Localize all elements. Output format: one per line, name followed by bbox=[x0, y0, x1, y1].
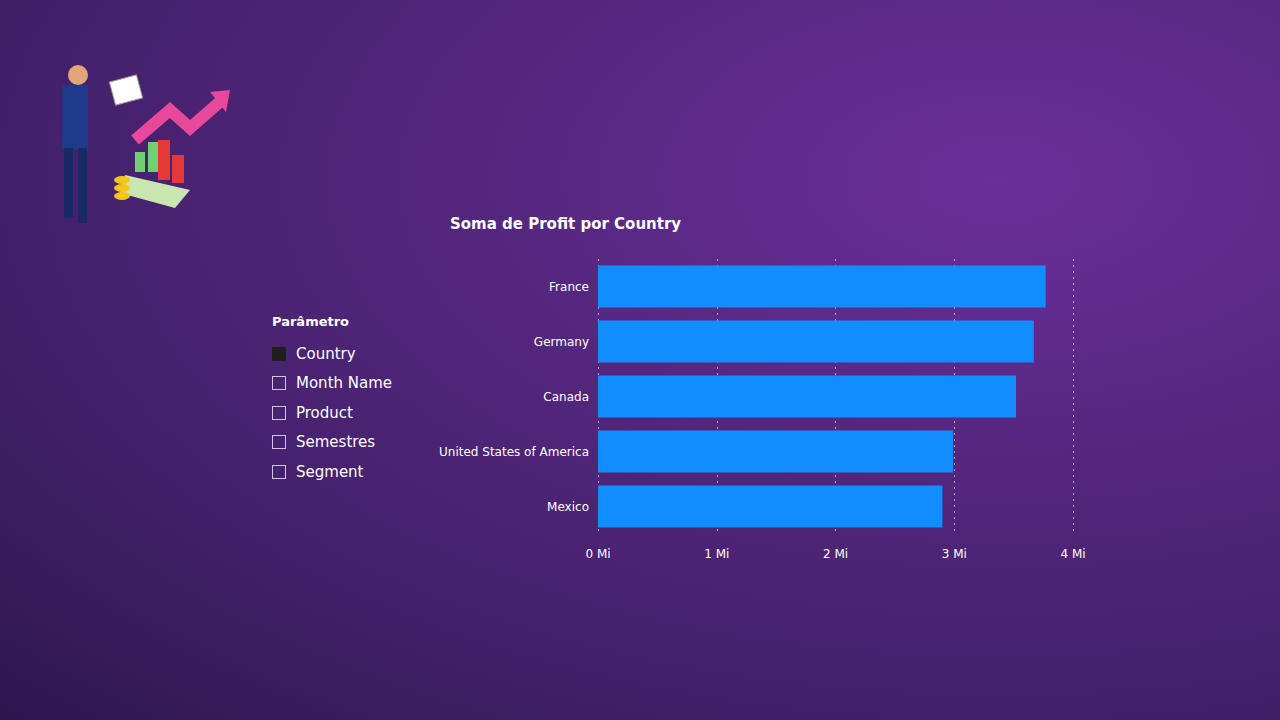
html-text:Product: Product bbox=[296, 403, 353, 422]
svg-text:1 Mi: 1 Mi bbox=[704, 547, 729, 561]
html-text:Country: Country bbox=[296, 344, 356, 363]
html-text:Month Name: Month Name bbox=[296, 374, 392, 393]
svg-text:3 Mi: 3 Mi bbox=[942, 547, 967, 561]
svg-text:0 Mi: 0 Mi bbox=[585, 547, 610, 561]
svg-text:Soma de Profit por Country: Soma de Profit por Country bbox=[450, 215, 681, 233]
html-text:Segment: Segment bbox=[296, 462, 364, 481]
svg-text:France: France bbox=[549, 280, 589, 294]
html-text:Parâmetro: Parâmetro bbox=[272, 314, 350, 329]
svg-text:Germany: Germany bbox=[534, 335, 589, 349]
svg-text:Mexico: Mexico bbox=[547, 500, 589, 514]
svg-text:2 Mi: 2 Mi bbox=[823, 547, 848, 561]
svg-text:4 Mi: 4 Mi bbox=[1060, 547, 1085, 561]
svg-text:Canada: Canada bbox=[543, 390, 589, 404]
html-text:Semestres: Semestres bbox=[296, 433, 376, 452]
svg-text:United States of America: United States of America bbox=[439, 445, 589, 459]
